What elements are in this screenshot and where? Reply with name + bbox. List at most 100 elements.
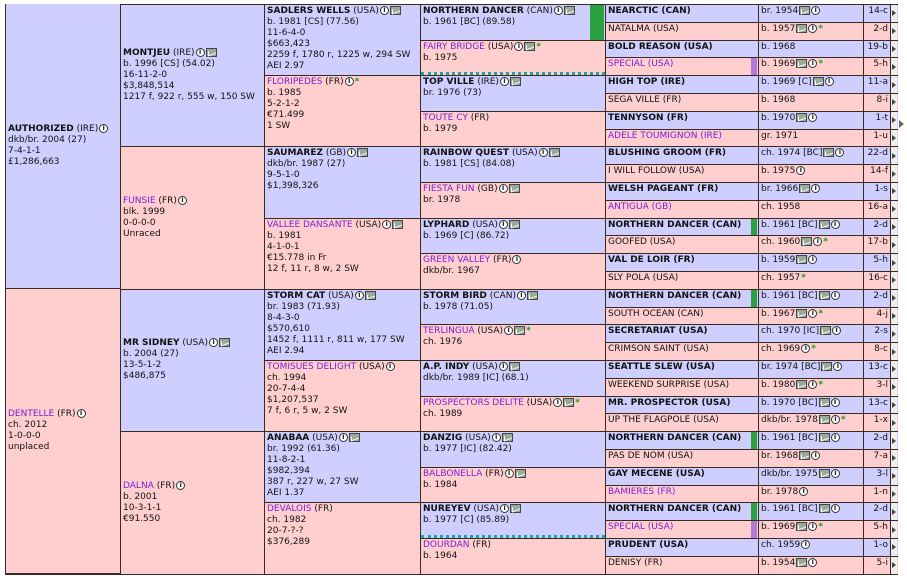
mail-icon[interactable] xyxy=(508,184,520,193)
gen4-family-code-cell[interactable]: 3-l xyxy=(864,467,898,485)
horse-name-link[interactable]: GREEN VALLEY xyxy=(423,255,491,266)
expand-arrow-icon[interactable] xyxy=(890,254,897,271)
mail-icon[interactable] xyxy=(508,219,520,229)
mail-icon[interactable] xyxy=(796,379,808,389)
mail-icon[interactable] xyxy=(389,6,401,15)
horse-name-link[interactable]: MR SIDNEY xyxy=(123,338,180,349)
gen4-horse-name-link[interactable]: SECRETARIAT (USA) xyxy=(608,326,708,337)
mail-icon[interactable] xyxy=(796,308,808,318)
horse-name-link[interactable]: SAUMAREZ xyxy=(267,148,324,159)
gen4-horse-name-link[interactable]: TENNYSON (FR) xyxy=(608,112,688,123)
info-icon[interactable]: i xyxy=(514,41,524,51)
info-icon[interactable]: i xyxy=(382,219,392,229)
horse-name-link[interactable]: NUREYEV xyxy=(423,504,471,515)
info-icon[interactable]: i xyxy=(808,557,818,567)
horse-name-link[interactable]: DALNA xyxy=(123,480,154,491)
mail-icon[interactable] xyxy=(799,451,811,460)
info-icon[interactable]: i xyxy=(824,77,834,87)
expand-arrow-icon[interactable] xyxy=(890,485,897,503)
info-icon[interactable]: i xyxy=(813,237,823,247)
horse-name-link[interactable]: ANABAA xyxy=(267,433,310,444)
gen4-family-code-cell[interactable]: 13-c xyxy=(864,396,898,414)
expand-arrow-icon[interactable] xyxy=(890,343,897,360)
horse-name-link[interactable]: TERLINGUA xyxy=(423,326,475,337)
gen4-horse-name-link[interactable]: BOLD REASON (USA) xyxy=(608,41,713,52)
mail-icon[interactable] xyxy=(348,433,360,443)
expand-arrow-icon[interactable] xyxy=(890,183,897,200)
gen4-horse-name-link[interactable]: CRIMSON SAINT (USA) xyxy=(608,344,709,355)
expand-arrow-icon[interactable] xyxy=(890,467,897,485)
info-icon[interactable]: i xyxy=(498,362,508,371)
info-icon[interactable]: i xyxy=(195,48,205,58)
info-icon[interactable]: i xyxy=(176,480,186,490)
horse-name-link[interactable]: VALLEE DANSANTE xyxy=(267,219,353,230)
mail-icon[interactable] xyxy=(821,362,833,371)
horse-name-link[interactable]: RAINBOW QUEST xyxy=(423,148,510,159)
mail-icon[interactable] xyxy=(796,557,808,567)
gen4-family-code-cell[interactable]: 16-c xyxy=(864,272,898,289)
gen4-family-code-cell[interactable]: 14-c xyxy=(864,5,898,22)
gen4-horse-name-link[interactable]: BLUSHING GROOM (FR) xyxy=(608,148,727,159)
info-icon[interactable]: i xyxy=(830,415,840,425)
mail-icon[interactable] xyxy=(563,397,575,407)
scroll-right-arrow-icon[interactable] xyxy=(899,119,905,129)
info-icon[interactable]: i xyxy=(808,112,818,122)
info-icon[interactable]: i xyxy=(830,219,840,229)
info-icon[interactable]: i xyxy=(504,468,514,478)
gen4-horse-name-link[interactable]: NORTHERN DANCER (CAN) xyxy=(608,433,742,444)
mail-icon[interactable] xyxy=(548,148,560,158)
mail-icon[interactable] xyxy=(796,59,808,69)
info-icon[interactable]: i xyxy=(808,308,818,318)
mail-icon[interactable] xyxy=(818,504,830,514)
gen4-horse-name-link[interactable]: SEGA VILLE (FR) xyxy=(608,95,682,105)
info-icon[interactable]: i xyxy=(830,290,840,300)
mail-icon[interactable] xyxy=(820,326,832,336)
mail-icon[interactable] xyxy=(563,6,575,15)
gen4-horse-name-link[interactable]: I WILL FOLLOW (USA) xyxy=(608,166,705,177)
expand-arrow-icon[interactable] xyxy=(890,94,897,111)
mail-icon[interactable] xyxy=(818,290,830,300)
gen4-family-code-cell[interactable]: 1-s xyxy=(864,183,898,200)
horse-name-link[interactable]: AUTHORIZED xyxy=(8,123,74,134)
info-icon[interactable]: i xyxy=(338,433,348,443)
gen4-family-code-cell[interactable]: 4-j xyxy=(864,307,898,325)
horse-name-link[interactable]: FAIRY BRIDGE xyxy=(423,41,485,52)
info-icon[interactable]: i xyxy=(801,344,811,354)
gen4-family-code-cell[interactable]: 13-c xyxy=(864,361,898,378)
horse-name-link[interactable]: DOURDAN xyxy=(423,540,470,550)
horse-name-link[interactable]: STORM CAT xyxy=(267,290,326,301)
gen4-family-code-cell[interactable]: 2-s xyxy=(864,325,898,343)
gen4-horse-name-link[interactable]: VAL DE LOIR (FR) xyxy=(608,255,695,266)
horse-name-link[interactable]: A.P. INDY xyxy=(423,362,470,372)
gen4-family-code-cell[interactable]: 7-a xyxy=(864,450,898,467)
expand-arrow-icon[interactable] xyxy=(890,111,897,129)
info-icon[interactable]: i xyxy=(504,326,514,336)
info-icon[interactable]: i xyxy=(832,326,842,336)
info-icon[interactable]: i xyxy=(512,255,522,265)
gen4-family-code-cell[interactable]: 1-n xyxy=(864,485,898,503)
expand-arrow-icon[interactable] xyxy=(890,76,897,93)
info-icon[interactable]: i xyxy=(209,338,219,348)
gen4-horse-name-link[interactable]: WEEKEND SURPRISE (USA) xyxy=(608,379,730,390)
mail-icon[interactable] xyxy=(812,77,824,87)
gen4-horse-name-link[interactable]: DENISY (FR) xyxy=(608,557,663,568)
info-icon[interactable]: i xyxy=(347,148,357,158)
expand-arrow-icon[interactable] xyxy=(890,521,897,538)
gen4-family-code-cell[interactable]: 1-o xyxy=(864,539,898,556)
gen4-family-code-cell[interactable]: 8-c xyxy=(864,343,898,360)
mail-icon[interactable] xyxy=(526,290,538,300)
info-icon[interactable]: i xyxy=(808,255,818,265)
info-icon[interactable]: i xyxy=(830,397,840,407)
mail-icon[interactable] xyxy=(799,6,811,15)
gen4-horse-name-link[interactable]: ADELE TOUMIGNON (IRE) xyxy=(608,130,722,141)
expand-arrow-icon[interactable] xyxy=(890,396,897,414)
gen4-family-code-cell[interactable]: 14-f xyxy=(864,165,898,182)
info-icon[interactable]: i xyxy=(808,23,818,33)
expand-arrow-icon[interactable] xyxy=(890,539,897,556)
gen4-family-code-cell[interactable]: 1-u xyxy=(864,129,898,147)
info-icon[interactable]: i xyxy=(498,184,508,193)
gen4-horse-name-link[interactable]: UP THE FLAGPOLE (USA) xyxy=(608,415,719,426)
mail-icon[interactable] xyxy=(818,415,830,425)
mail-icon[interactable] xyxy=(818,219,830,229)
horse-name-link[interactable]: FUNSIE xyxy=(123,196,156,207)
